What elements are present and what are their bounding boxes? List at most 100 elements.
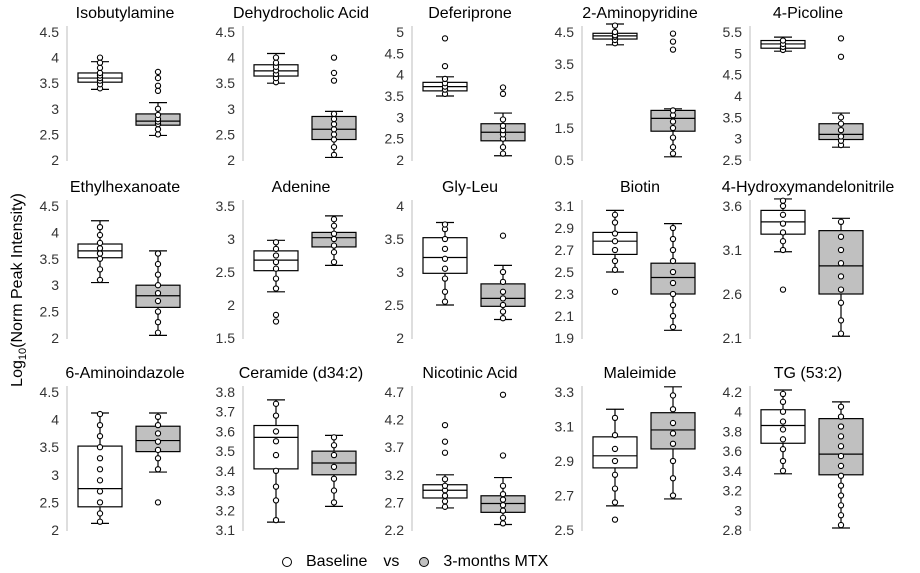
y-tick-label: 2.7 [555,242,575,258]
chart-title: Ethylhexanoate [70,179,180,196]
data-point [441,255,449,262]
y-tick-label: 3.5 [40,439,60,455]
y-tick-label: 3.5 [216,75,236,91]
legend-treatment-label: 3-months MTX [443,553,549,570]
data-point [779,446,787,453]
data-point [96,488,104,495]
chart-panel-15: TG (53:2) 4.2 4 3.8 3.6 3.4 3.2 3 2.8 [723,365,864,538]
data-point [837,502,845,509]
data-point [779,37,787,44]
data-point [441,492,449,499]
data-point [669,124,677,132]
data-point [154,250,162,257]
data-point [669,246,677,254]
data-point [96,433,104,440]
data-point [330,442,338,449]
data-point [837,462,845,470]
outlier-point [330,77,338,84]
data-point [611,211,619,218]
legend-treatment-marker [419,557,430,567]
box-mtx [818,217,864,337]
data-point [272,483,280,490]
y-tick-label: 4 [396,67,404,83]
y-tick-label: 5 [734,45,742,61]
y-tick-label: 2.5 [555,88,575,104]
data-point [499,150,507,157]
y-tick-label: 3 [396,109,404,125]
box-baseline [760,389,806,475]
data-point [272,516,280,524]
box-mtx [480,84,526,157]
y-tick-label: 1.9 [555,330,575,346]
data-point [837,452,845,460]
y-tick-label: 3.5 [555,56,575,72]
y-tick-label: 4.5 [40,198,60,214]
data-point [669,406,677,413]
box-mtx [311,215,357,266]
y-tick-label: 1.5 [216,330,236,346]
data-point [837,423,845,430]
data-point [96,59,104,66]
y-tick-label: 3.3 [216,483,236,499]
data-point [330,230,338,237]
data-point [154,297,162,305]
chart-panel-11: 6-Aminoindazole 4.5 4 3.5 3 2.5 2 [40,365,185,538]
y-tick-label: 2.5 [216,264,236,280]
data-point [330,463,338,471]
y-tick-label: 3.8 [723,423,743,439]
data-point [499,144,507,151]
data-point [441,275,449,282]
data-point [330,222,338,229]
data-point [779,457,787,465]
data-point [669,301,677,309]
y-tick-label: 3.7 [216,404,236,420]
data-point [96,410,104,418]
outlier-point [272,318,280,325]
data-point [330,249,338,256]
data-point [272,497,280,504]
y-tick-label: 4.5 [40,24,60,40]
data-point [499,496,507,503]
box-mtx [135,68,181,138]
data-point [272,428,280,435]
data-point [154,413,162,420]
data-point [669,257,677,265]
y-tick-label: 2.5 [40,494,60,510]
y-tick-label: 2.5 [40,126,60,142]
data-point [669,492,677,499]
y-tick-label: 2.5 [723,152,743,168]
y-tick-label: 4 [51,50,59,66]
data-point [837,413,845,420]
data-point [669,312,677,320]
data-point [154,111,162,119]
data-point [96,276,104,284]
y-tick-label: 3.5 [40,75,60,91]
box-baseline [422,35,468,98]
data-point [441,235,449,243]
y-tick-label: 3 [51,277,59,293]
chart-title: 4-Hydroxymandelonitrile [722,179,895,196]
chart-title: Gly-Leu [442,179,498,196]
data-point [779,436,787,443]
data-point [441,221,449,228]
chart-panel-9: Biotin 3.1 2.9 2.7 2.5 2.3 2.1 1.9 [555,179,696,346]
data-point [611,471,619,478]
data-point [611,219,619,226]
data-point [96,239,104,247]
chart-panel-5: 4-Picoline 5.5 5 4.5 4 3.5 3 2.5 [723,5,864,168]
data-point [499,315,507,322]
data-point [669,107,677,114]
data-point [837,330,845,337]
box-mtx [818,35,864,149]
data-point [837,218,845,225]
data-point [837,260,845,267]
data-point [837,273,845,280]
y-tick-label: 2.9 [555,220,575,236]
data-point [499,520,507,527]
outlier-point [330,54,338,61]
data-point [330,121,338,128]
y-tick-label: 3.2 [385,467,405,483]
data-point [330,110,338,118]
data-point [837,317,845,324]
data-point [669,290,677,298]
